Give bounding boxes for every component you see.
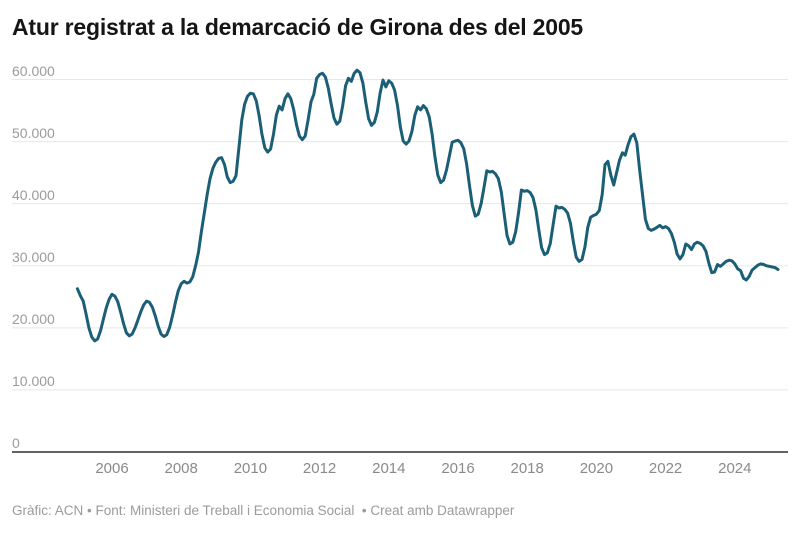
x-tick-label: 2008 — [164, 460, 198, 477]
x-tick-label: 2006 — [95, 460, 129, 477]
chart-title: Atur registrat a la demarcació de Girona… — [12, 14, 584, 40]
x-tick-label: 2012 — [302, 460, 337, 477]
y-tick-label: 10.000 — [12, 372, 55, 389]
x-tick-label: 2010 — [233, 460, 268, 477]
y-tick-label: 40.000 — [12, 186, 55, 203]
chart-footer: Gràfic: ACN • Font: Ministeri de Treball… — [12, 503, 515, 518]
x-tick-label: 2016 — [441, 460, 475, 477]
y-tick-label: 60.000 — [12, 62, 55, 79]
x-tick-label: 2024 — [718, 460, 752, 477]
x-tick-label: 2014 — [372, 460, 406, 477]
x-tick-label: 2018 — [510, 460, 544, 477]
y-tick-label: 20.000 — [12, 310, 55, 327]
y-tick-label: 0 — [12, 435, 20, 451]
unemployment-data-line — [75, 68, 780, 343]
x-tick-label: 2022 — [648, 460, 683, 477]
x-tick-label: 2020 — [579, 460, 614, 477]
y-tick-label: 30.000 — [12, 248, 55, 265]
y-tick-label: 50.000 — [12, 124, 55, 141]
